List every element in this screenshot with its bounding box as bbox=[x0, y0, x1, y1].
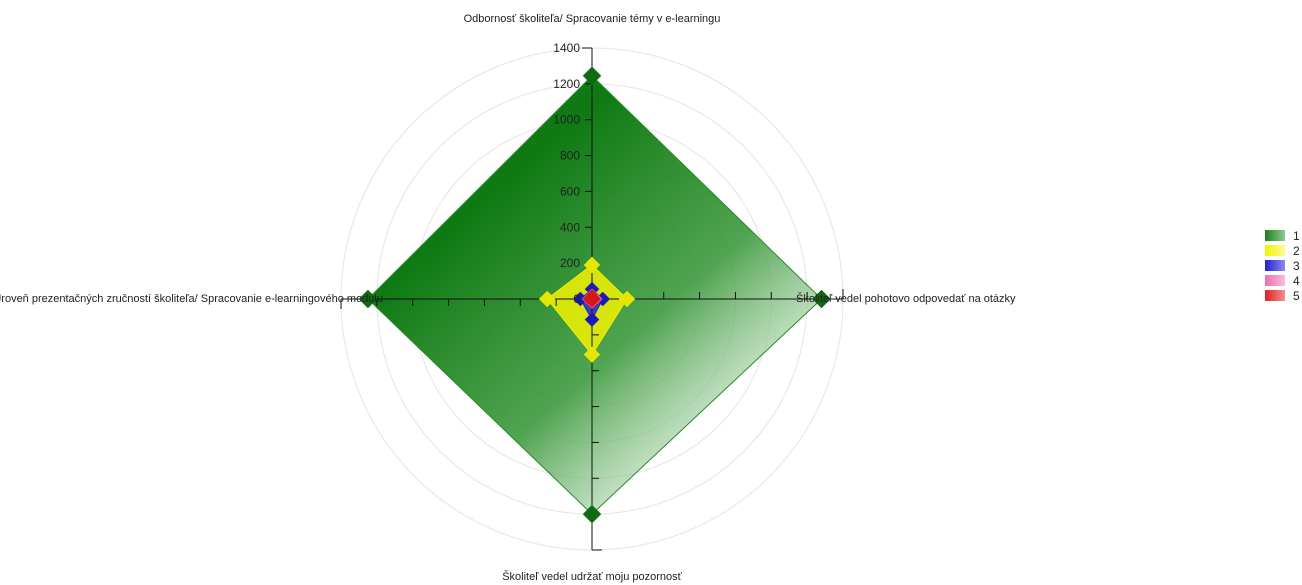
axis-label-right: Školiteľ vedel pohotovo odpovedať na otá… bbox=[796, 292, 1016, 305]
legend-label-2: 2 bbox=[1293, 244, 1300, 258]
axis-label-left: Úroveň prezentačných zručností školiteľa… bbox=[0, 292, 383, 305]
legend-swatch-5 bbox=[1265, 290, 1285, 301]
marker-series-1-axis-0 bbox=[582, 66, 602, 86]
legend-swatch-1 bbox=[1265, 230, 1285, 241]
tick-label-200: 200 bbox=[560, 256, 580, 270]
marker-series-2-axis-3 bbox=[538, 290, 556, 308]
tick-label-800: 800 bbox=[560, 149, 580, 163]
marker-series-2-axis-0 bbox=[583, 256, 601, 274]
tick-label-1000: 1000 bbox=[553, 113, 580, 127]
legend-swatch-3 bbox=[1265, 260, 1285, 271]
marker-series-2-axis-1 bbox=[618, 290, 636, 308]
marker-series-5-axis-3 bbox=[582, 293, 594, 305]
marker-series-2-axis-2 bbox=[583, 346, 601, 363]
legend-label-4: 4 bbox=[1293, 274, 1300, 288]
tick-label-0: 0 bbox=[573, 292, 580, 306]
legend-swatch-4 bbox=[1265, 275, 1285, 286]
radar-point-markers bbox=[358, 66, 831, 524]
legend-label-1: 1 bbox=[1293, 229, 1300, 243]
marker-series-1-axis-1 bbox=[812, 289, 831, 309]
radial-tick-labels: 0 200 400 600 800 1000 1200 1400 bbox=[553, 41, 580, 306]
legend-swatch-2 bbox=[1265, 245, 1285, 256]
tick-label-600: 600 bbox=[560, 184, 580, 198]
marker-series-1-axis-2 bbox=[582, 504, 602, 524]
tick-label-1200: 1200 bbox=[553, 77, 580, 91]
legend-label-5: 5 bbox=[1293, 289, 1300, 303]
marker-series-3-axis-2 bbox=[584, 312, 600, 327]
legend-label-3: 3 bbox=[1293, 259, 1300, 273]
axis-label-bottom: Školiteľ vedel udržať moju pozornosť bbox=[502, 570, 682, 583]
marker-series-1-axis-3 bbox=[358, 289, 378, 309]
tick-label-400: 400 bbox=[560, 220, 580, 234]
axis-label-top: Odbornosť školiteľa/ Spracovanie témy v … bbox=[464, 13, 721, 25]
tick-label-1400: 1400 bbox=[553, 41, 580, 55]
